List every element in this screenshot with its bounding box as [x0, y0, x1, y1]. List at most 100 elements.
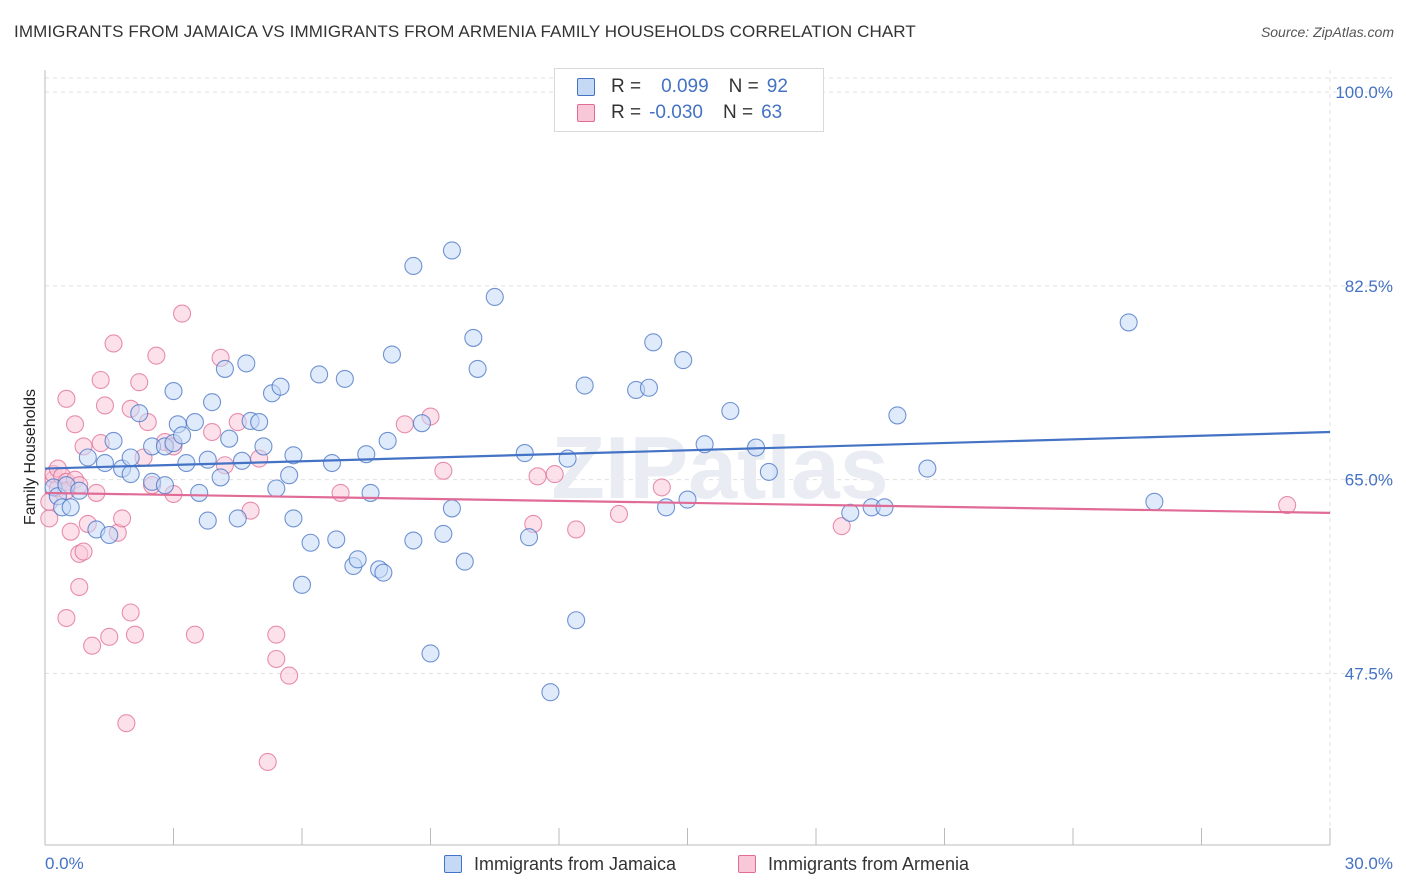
jamaica-point — [404, 531, 423, 550]
armenia-point — [70, 577, 89, 597]
y-axis-title: Family Households — [22, 389, 39, 525]
legend-row-armenia: R = -0.030 N = 63 — [577, 101, 782, 125]
armenia-point — [125, 625, 144, 644]
armenia-point — [258, 752, 277, 772]
jamaica-point — [434, 524, 453, 543]
jamaica-point — [250, 413, 269, 432]
jamaica-point — [455, 552, 474, 571]
armenia-point — [528, 467, 547, 486]
jamaica-point — [280, 466, 299, 485]
jamaica-point — [412, 414, 431, 433]
jamaica-point — [721, 401, 740, 421]
armenia-point — [331, 483, 350, 502]
jamaica-point — [121, 448, 140, 467]
armenia-point — [1278, 496, 1297, 515]
jamaica-point — [173, 426, 192, 445]
jamaica-point — [232, 451, 252, 470]
jamaica-point — [310, 365, 329, 384]
jamaica-point — [644, 333, 663, 352]
jamaica-point — [70, 481, 89, 500]
jamaica-point — [301, 533, 320, 552]
armenia-point — [203, 422, 222, 442]
jamaica-point — [515, 444, 534, 463]
jamaica-point — [335, 369, 354, 388]
jamaica-point — [284, 509, 303, 528]
watermark: ZIPatlas — [551, 418, 888, 517]
armenia-point — [395, 415, 414, 434]
armenia-point — [91, 370, 110, 390]
armenia-point — [267, 649, 286, 669]
jamaica-point — [382, 345, 402, 364]
jamaica-point — [404, 256, 423, 276]
jamaica-point — [1119, 313, 1138, 332]
jamaica-point — [203, 393, 222, 412]
legend-label-jamaica: Immigrants from Jamaica — [474, 853, 677, 874]
jamaica-point — [464, 328, 483, 347]
armenia-point — [652, 478, 671, 497]
jamaica-point — [759, 462, 778, 481]
jamaica-point — [322, 453, 342, 473]
jamaica-point — [211, 468, 230, 487]
jamaica-point — [228, 509, 247, 528]
correlation-legend: R = 0.099 N = 92 R = -0.030 N = 63 — [554, 68, 824, 132]
legend-label-armenia: Immigrants from Armenia — [768, 853, 970, 874]
jamaica-point — [485, 287, 504, 307]
y-tick-label: 47.5% — [1345, 664, 1393, 683]
jamaica-point — [918, 459, 937, 478]
armenia-points — [40, 304, 1297, 772]
source-credit: Source: ZipAtlas.com — [1260, 24, 1394, 40]
armenia-point — [545, 465, 564, 484]
jamaica-point — [442, 499, 461, 518]
r-label: R = — [611, 102, 642, 123]
armenia-point — [609, 504, 629, 524]
armenia-point — [121, 603, 140, 622]
legend-item-armenia[interactable]: Immigrants from Armenia — [738, 852, 969, 876]
jamaica-point — [1145, 492, 1164, 511]
armenia-point — [434, 461, 453, 480]
jamaica-point — [695, 435, 714, 454]
jamaica-point — [841, 503, 860, 522]
axes — [44, 70, 1331, 846]
jamaica-point — [78, 448, 97, 467]
jamaica-point — [327, 530, 346, 549]
armenia-point — [104, 334, 123, 353]
x-tick-label: 0.0% — [45, 854, 84, 873]
armenia-trend-line — [44, 491, 1331, 514]
jamaica-point — [292, 575, 312, 594]
jamaica-point — [267, 479, 286, 498]
armenia-point — [832, 517, 851, 536]
tick-labels: 47.5% 65.0% 82.5% 100.0% 0.0% 30.0% — [45, 83, 1393, 873]
n-value: 63 — [761, 102, 783, 123]
jamaica-point — [155, 476, 174, 495]
armenia-point — [185, 625, 204, 644]
jamaica-point — [164, 382, 183, 401]
jamaica-point — [95, 453, 115, 473]
n-label: N = — [722, 102, 754, 123]
jamaica-point — [888, 406, 907, 425]
y-tick-label: 100.0% — [1335, 83, 1393, 102]
jamaica-point — [284, 446, 303, 465]
jamaica-point — [254, 437, 273, 456]
armenia-point — [100, 627, 119, 646]
jamaica-point — [468, 359, 487, 378]
armenia-point — [130, 373, 149, 392]
jamaica-points — [44, 241, 1164, 702]
grid-lines — [45, 70, 1392, 845]
jamaica-point — [121, 465, 140, 484]
armenia-point — [65, 415, 85, 434]
jamaica-point — [198, 511, 217, 530]
armenia-swatch — [577, 104, 595, 122]
jamaica-point — [674, 351, 693, 370]
legend-row-jamaica: R = 0.099 N = 92 — [577, 75, 788, 99]
armenia-point — [267, 625, 286, 644]
jamaica-point — [374, 563, 393, 582]
jamaica-point — [639, 378, 659, 397]
armenia-point — [280, 666, 299, 685]
jamaica-point — [678, 490, 697, 509]
jamaica-point — [220, 429, 239, 448]
jamaica-point — [348, 550, 367, 569]
legend-item-jamaica[interactable]: Immigrants from Jamaica — [444, 852, 676, 876]
armenia-point — [61, 522, 80, 541]
r-value: 0.099 — [661, 76, 709, 97]
